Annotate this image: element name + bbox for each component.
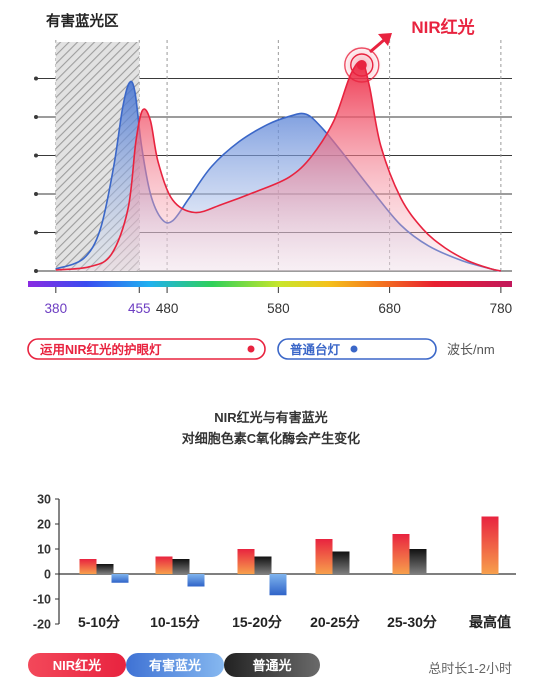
nir-peak-annotation: NIR红光: [369, 17, 475, 54]
bar-blue: [269, 574, 287, 596]
bar-legend-label-nir: NIR红光: [53, 658, 101, 673]
bar-chart: NIR红光与有害蓝光 对细胞色素C氧化酶会产生变化 30 20 10 0 -10 -20 5…: [33, 410, 516, 632]
x-category-label: 最高值: [469, 614, 511, 630]
nir-peak-ring-inner: [350, 53, 374, 77]
nir-peak-ring-outer: [344, 47, 380, 83]
x-category-label: 25-30分: [387, 614, 437, 630]
series-line-nir-lamp: [55, 60, 502, 272]
bar-normal: [332, 551, 350, 574]
bar-normal: [172, 559, 190, 574]
legend-label-normal-lamp: 普通台灯: [290, 342, 341, 357]
spectrum-bar: [28, 281, 512, 287]
bar-normal: [96, 564, 114, 574]
x-tick-label: 580: [267, 301, 290, 316]
bar-legend-item-nir: NIR红光: [28, 653, 126, 677]
series-area-nir-lamp: [55, 61, 501, 271]
x-tick-label: 780: [490, 301, 513, 316]
spectrum-chart-title: 有害蓝光区: [46, 12, 119, 30]
grid-line-dot: [34, 115, 38, 119]
x-category-label: 20-25分: [310, 614, 360, 630]
bar-nir: [155, 556, 173, 574]
grid-line-dot: [34, 76, 38, 81]
x-tick-label: 680: [378, 301, 401, 316]
bar-legend: NIR红光 有害蓝光 普通光 总时长1-2小时: [28, 653, 512, 677]
bar-legend-label-normal: 普通光: [252, 658, 291, 673]
bar-normal: [254, 556, 272, 574]
legend-item-normal-lamp: 普通台灯: [277, 338, 437, 360]
bar-blue: [111, 574, 129, 583]
y-tick-label: 0: [44, 568, 51, 582]
x-tick-label: 480: [156, 301, 179, 316]
grid-line-dot: [34, 269, 38, 273]
bar-normal: [409, 549, 427, 574]
bar-chart-title-line-2: 对细胞色素C氧化酶会产生变化: [182, 431, 360, 446]
legend-item-nir-lamp: 运用NIR红光的护眼灯: [27, 338, 266, 360]
bar-nir: [392, 534, 410, 574]
nir-annotation-label: NIR红光: [411, 17, 474, 37]
bar-legend-item-normal: 普通光: [224, 653, 320, 677]
legend-label-nir-lamp: 运用NIR红光的护眼灯: [40, 342, 162, 357]
x-tick-label: 455: [128, 301, 151, 316]
bar-nir: [481, 516, 499, 574]
y-tick-label: -20: [33, 618, 51, 632]
y-tick-label: -10: [33, 593, 51, 607]
bar-blue: [187, 574, 205, 587]
bar-nir: [79, 559, 97, 574]
x-category-label: 10-15分: [150, 614, 200, 630]
x-axis-label: 波长/nm: [447, 342, 495, 357]
spectrum-chart: 有害蓝光区 380 455 480 580 680 780 NIR红光: [28, 12, 512, 316]
y-tick-label: 10: [37, 543, 51, 557]
nir-annotation-arrowhead: [378, 33, 392, 46]
bar-legend-item-blue: 有害蓝光: [126, 653, 224, 677]
x-category-label: 15-20分: [232, 614, 282, 630]
bar-chart-title-line-1: NIR红光与有害蓝光: [214, 410, 327, 425]
nir-annotation-arrow: [369, 38, 385, 54]
bar-nir: [315, 539, 333, 574]
grid-line-dot: [34, 230, 38, 235]
grid-line-dot: [34, 153, 38, 158]
y-tick-label: 20: [37, 518, 51, 532]
bar-legend-label-blue: 有害蓝光: [149, 658, 201, 673]
spectrum-legend: 运用NIR红光的护眼灯 普通台灯 波长/nm: [27, 338, 495, 360]
x-category-label: 5-10分: [78, 614, 120, 630]
bar-nir: [237, 549, 255, 574]
bar-chart-note: 总时长1-2小时: [428, 661, 512, 676]
x-tick-label: 380: [45, 301, 68, 316]
y-tick-label: 30: [37, 493, 51, 507]
grid-line-dot: [34, 192, 38, 196]
nir-peak-dot: [356, 60, 367, 70]
